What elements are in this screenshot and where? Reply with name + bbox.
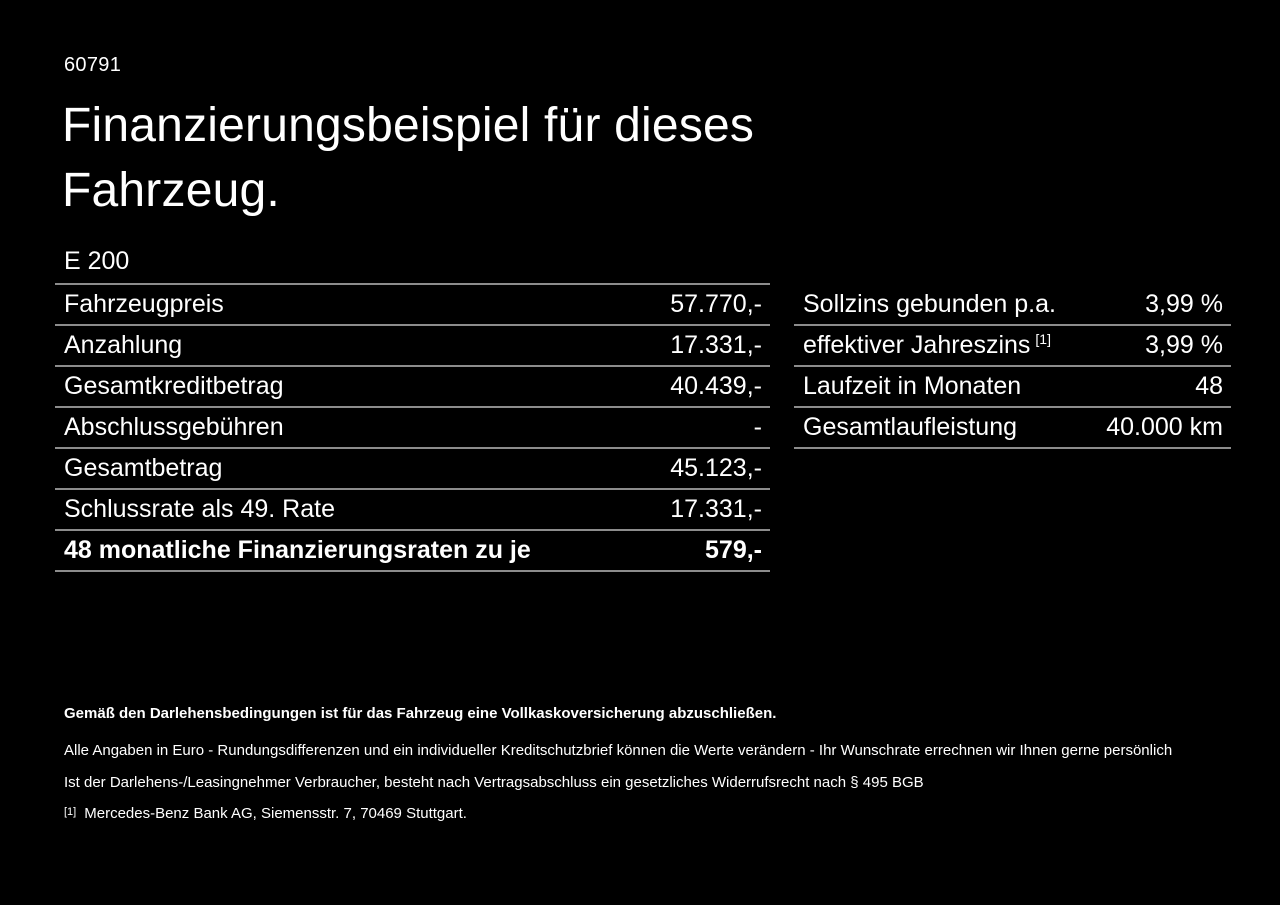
page-title-line1: Finanzierungsbeispiel für dieses xyxy=(62,99,755,152)
table-row-sollzins: Sollzins gebunden p.a. 3,99 % xyxy=(794,285,1231,326)
table-row-laufzeit: Laufzeit in Monaten 48 xyxy=(794,367,1231,408)
offer-number: 60791 xyxy=(64,54,122,76)
table-row-gesamtbetrag: Gesamtbetrag 45.123,- xyxy=(55,449,770,490)
footnote: [1] Mercedes-Benz Bank AG, Siemensstr. 7,… xyxy=(64,804,1224,825)
conditions-column: Sollzins gebunden p.a. 3,99 % effektiver… xyxy=(794,247,1231,449)
row-label: Gesamtkreditbetrag xyxy=(64,372,284,400)
footnote-reference: [1] xyxy=(1035,331,1051,347)
row-label: Gesamtbetrag xyxy=(64,454,223,482)
row-value: - xyxy=(753,413,762,441)
table-row-anzahlung: Anzahlung 17.331,- xyxy=(55,326,770,367)
row-label: Schlussrate als 49. Rate xyxy=(64,495,335,523)
row-label: Fahrzeugpreis xyxy=(64,290,224,318)
row-value: 40.439,- xyxy=(670,372,762,400)
row-label: 48 monatliche Finanzierungsraten zu je xyxy=(64,536,531,564)
row-label: effektiver Jahreszins [1] xyxy=(803,331,1051,360)
row-value: 57.770,- xyxy=(670,290,762,318)
row-value: 48 xyxy=(1195,372,1223,400)
row-value: 40.000 km xyxy=(1106,413,1223,441)
row-label: Gesamtlaufleistung xyxy=(803,413,1018,441)
row-label: Abschlussgebühren xyxy=(64,413,284,441)
row-value: 579,- xyxy=(705,536,762,564)
table-row-gesamtlaufleistung: Gesamtlaufleistung 40.000 km xyxy=(794,408,1231,449)
page-title: Finanzierungsbeispiel für dieses Fahrzeu… xyxy=(62,93,754,223)
table-row-abschlussgebuehren: Abschlussgebühren - xyxy=(55,408,770,449)
row-value: 3,99 % xyxy=(1145,331,1223,359)
page-title-line2: Fahrzeug. xyxy=(62,164,280,217)
vehicle-model: E 200 xyxy=(64,247,130,275)
row-value: 17.331,- xyxy=(670,331,762,359)
row-label: Anzahlung xyxy=(64,331,183,359)
footnote-text: Mercedes-Benz Bank AG, Siemensstr. 7, 70… xyxy=(84,805,467,822)
row-label: Laufzeit in Monaten xyxy=(803,372,1022,400)
row-label-text: effektiver Jahreszins xyxy=(803,331,1031,359)
row-value: 45.123,- xyxy=(670,454,762,482)
table-row-fahrzeugpreis: Fahrzeugpreis 57.770,- xyxy=(55,285,770,326)
financing-details: E 200 Fahrzeugpreis 57.770,- Anzahlung 1… xyxy=(55,247,1231,572)
table-row-gesamtkreditbetrag: Gesamtkreditbetrag 40.439,- xyxy=(55,367,770,408)
row-value: 17.331,- xyxy=(670,495,762,523)
disclaimer-line-1: Alle Angaben in Euro - Rundungsdifferenz… xyxy=(64,742,1173,759)
table-row-schlussrate: Schlussrate als 49. Rate 17.331,- xyxy=(55,490,770,531)
table-row-effektiver-jahreszins: effektiver Jahreszins [1] 3,99 % xyxy=(794,326,1231,367)
footnote-marker: [1] xyxy=(64,806,77,818)
disclaimer-line-2: Ist der Darlehens-/Leasingnehmer Verbrau… xyxy=(64,774,924,791)
conditions-table: Sollzins gebunden p.a. 3,99 % effektiver… xyxy=(794,285,1231,449)
finance-column: E 200 Fahrzeugpreis 57.770,- Anzahlung 1… xyxy=(55,247,770,572)
finance-table: Fahrzeugpreis 57.770,- Anzahlung 17.331,… xyxy=(55,283,770,572)
row-value: 3,99 % xyxy=(1145,290,1223,318)
row-label: Sollzins gebunden p.a. xyxy=(803,290,1056,318)
table-row-monatsrate: 48 monatliche Finanzierungsraten zu je 5… xyxy=(55,531,770,572)
legal-footer: Gemäß den Darlehensbedingungen ist für d… xyxy=(64,704,1224,840)
insurance-note: Gemäß den Darlehensbedingungen ist für d… xyxy=(64,705,777,722)
